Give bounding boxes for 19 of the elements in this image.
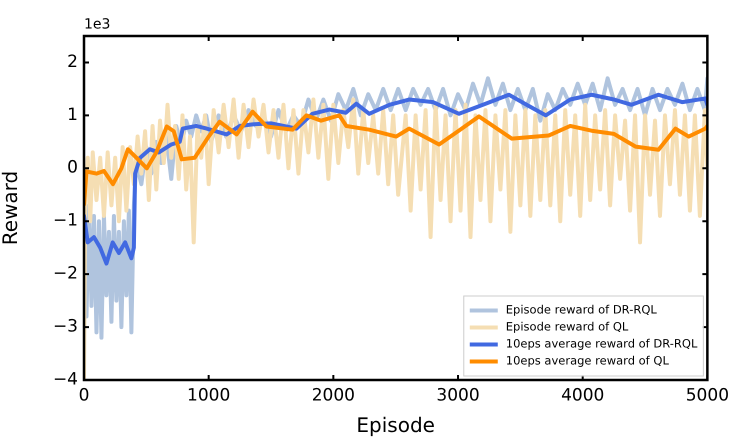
legend-label: 10eps average reward of DR-RQL bbox=[506, 336, 698, 350]
x-tick-label: 4000 bbox=[561, 386, 604, 406]
x-tick-label: 5000 bbox=[686, 386, 729, 406]
y-tick-label: −1 bbox=[52, 210, 78, 231]
y-axis-title: Reward bbox=[0, 170, 22, 246]
text: 1e3 bbox=[84, 16, 110, 33]
legend-label: Episode reward of DR-RQL bbox=[506, 302, 658, 316]
x-axis-title: Episode bbox=[356, 413, 435, 438]
legend-label: Episode reward of QL bbox=[506, 319, 629, 334]
y-tick-label: −2 bbox=[52, 264, 78, 284]
y-tick-label: 2 bbox=[67, 52, 78, 72]
legend-label: 10eps average reward of QL bbox=[506, 353, 670, 368]
y-tick-label: 0 bbox=[67, 158, 78, 178]
y-tick-label: −3 bbox=[52, 316, 78, 336]
y-tick-label: −4 bbox=[52, 369, 78, 390]
x-tick-label: 3000 bbox=[436, 386, 480, 406]
x-tick-label: 1000 bbox=[187, 386, 230, 406]
y-tick-label: 1 bbox=[67, 104, 78, 125]
x-tick-label: 2000 bbox=[312, 386, 355, 406]
